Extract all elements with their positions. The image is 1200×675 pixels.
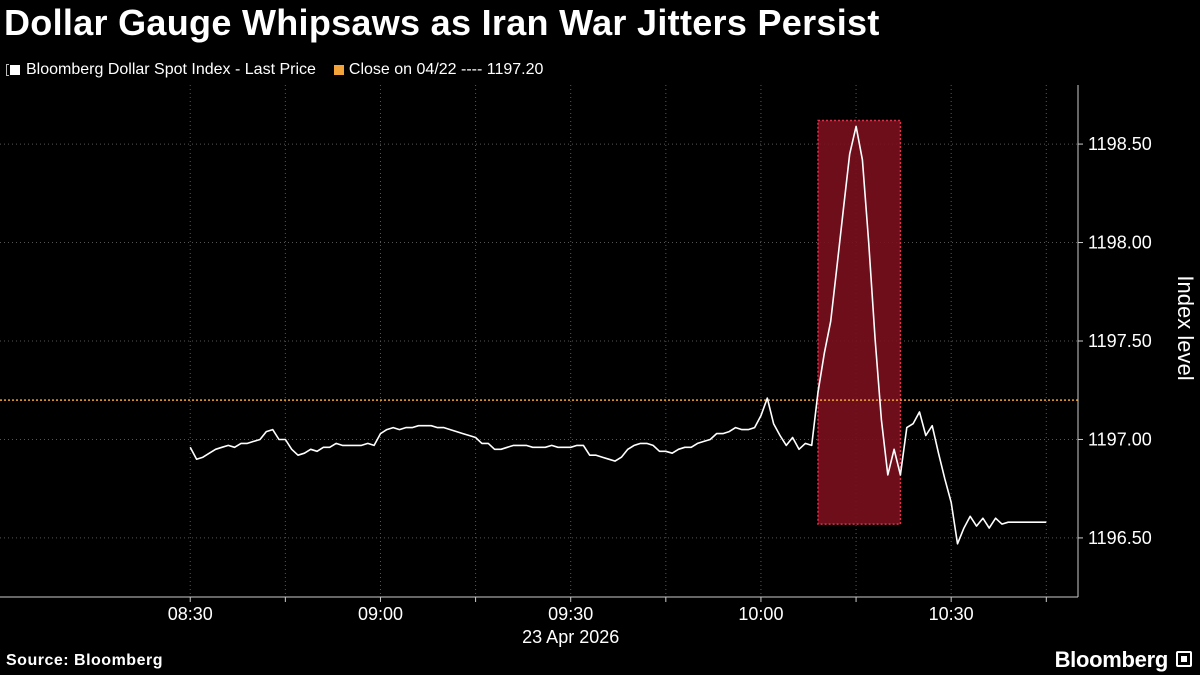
y-tick-label: 1196.50 [1088,528,1152,548]
brand-logo-text: Bloomberg [1054,647,1169,672]
y-tick-label: 1197.50 [1088,331,1152,351]
y-tick-label: 1197.00 [1088,429,1152,449]
y-tick-label: 1198.00 [1088,233,1152,253]
line-series-icon [6,64,20,76]
y-tick-label: 1198.50 [1088,134,1152,154]
x-tick-label: 08:30 [168,604,213,624]
source-note: Source: Bloomberg [6,652,163,669]
reference-square-icon [333,65,344,75]
legend-series-label: Bloomberg Dollar Spot Index - Last Price [26,61,316,78]
x-tick-label: 10:30 [929,604,974,624]
series-line-dollar-index [189,125,1047,545]
x-axis-label: 23 Apr 2026 [522,627,619,647]
x-tick-label: 10:00 [738,604,783,624]
highlight-region [817,119,902,525]
bloomberg-logo-icon [1176,651,1192,667]
chart-title: Dollar Gauge Whipsaws as Iran War Jitter… [4,2,880,43]
x-tick-label: 09:30 [548,604,593,624]
x-tick-label: 09:00 [358,604,403,624]
legend-reference-label: Close on 04/22 ---- 1197.20 [348,61,544,78]
y-axis-label: Index level [1173,275,1198,380]
legend: Bloomberg Dollar Spot Index - Last Price… [6,61,543,79]
